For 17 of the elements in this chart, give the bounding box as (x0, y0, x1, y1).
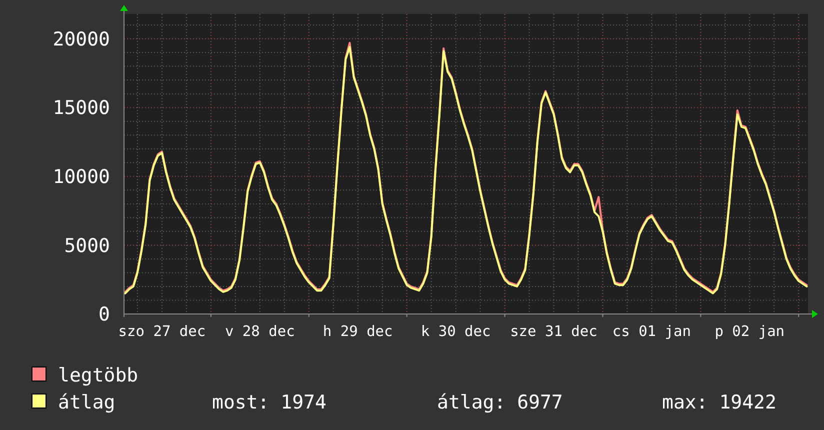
y-tick-label: 10000 (52, 166, 110, 188)
y-tick-label: 5000 (64, 234, 110, 257)
y-tick-label: 0 (98, 304, 110, 326)
x-tick-label: szo 27 dec (118, 324, 206, 340)
x-tick-label: v 28 dec (224, 324, 295, 340)
y-tick-label: 15000 (52, 97, 110, 120)
x-tick-label: p 02 jan (714, 324, 785, 340)
legend-label: legtöbb (58, 364, 138, 387)
x-tick-label: sze 31 dec (510, 324, 598, 340)
text: átlag: 6977 (437, 392, 563, 414)
y-tick-label: 20000 (52, 28, 110, 50)
x-tick-label: cs 01 jan (612, 324, 691, 340)
text: max: 19422 (662, 392, 776, 414)
x-tick-label: k 30 dec (420, 324, 491, 340)
text: most: 1974 (212, 392, 326, 414)
legend-label: átlag (58, 392, 116, 414)
x-tick-label: h 29 dec (322, 324, 393, 340)
